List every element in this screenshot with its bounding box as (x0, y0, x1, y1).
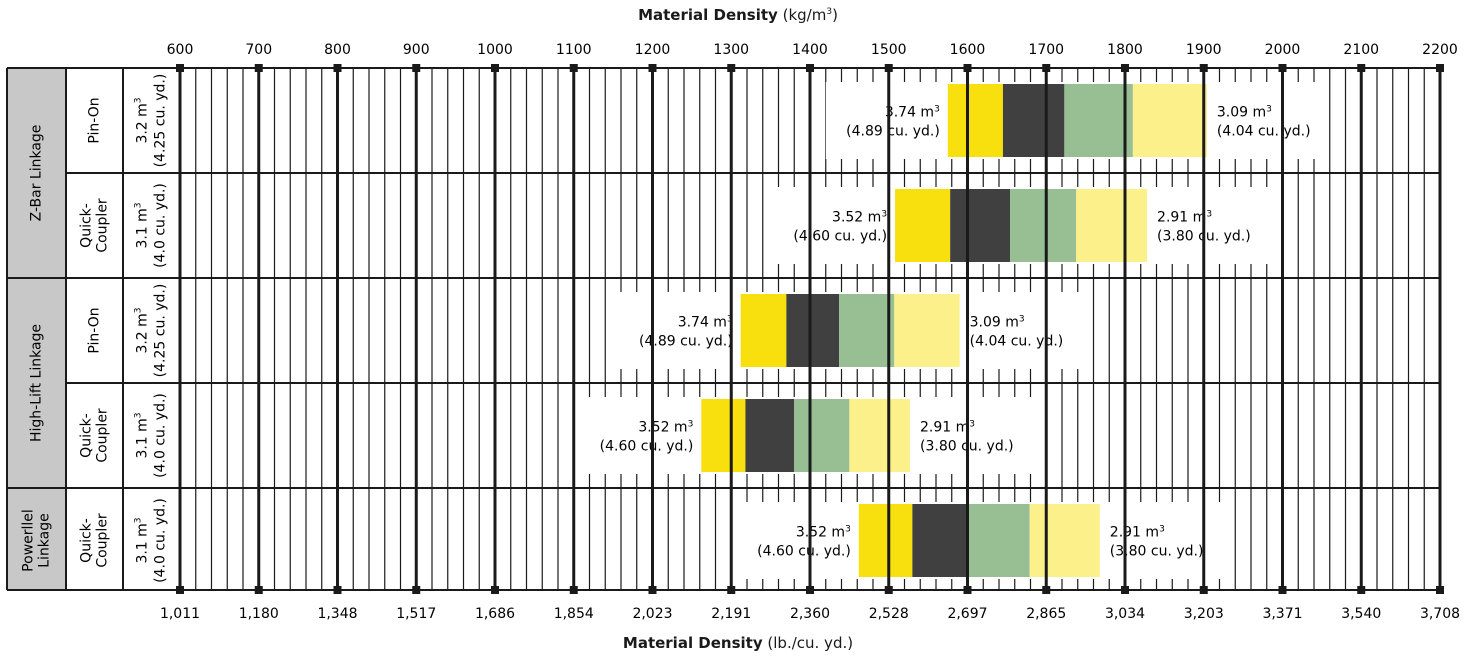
bottom-tick-label: 2,528 (869, 606, 909, 622)
bar-segment (1064, 84, 1133, 157)
bar-left-capacity: 3.74 m3 (678, 315, 733, 331)
bar-right-capacity: 2.91 m3 (920, 420, 975, 436)
rated-capacity-yd-label: (4.25 cu. yd.) (153, 284, 169, 378)
bottom-tick-label: 2,191 (711, 606, 751, 622)
bar-segment (740, 294, 787, 367)
top-tick-label: 1500 (871, 42, 907, 58)
bar-left-capacity: 3.52 m3 (832, 210, 887, 226)
group-label: Linkage (37, 513, 53, 568)
top-axis-title: Material Density (kg/m3) (638, 6, 838, 24)
top-tick-label: 700 (245, 42, 272, 58)
bar-right-capacity: 3.09 m3 (970, 315, 1025, 331)
bottom-tick-label: 1,686 (475, 606, 515, 622)
bottom-tick-label: 1,517 (396, 606, 436, 622)
top-tick-label: 1000 (477, 42, 513, 58)
coupling-label: Coupler (95, 513, 111, 568)
bar-segment (895, 189, 951, 262)
bar-segment (968, 504, 1030, 577)
bottom-axis-title: Material Density (lb./cu. yd.) (622, 634, 854, 652)
bar-left-capacity-yd: (4.89 cu. yd.) (639, 334, 733, 350)
group-label: Z-Bar Linkage (29, 125, 45, 222)
bar-left-capacity-yd: (4.60 cu. yd.) (757, 544, 851, 560)
rated-capacity-yd-label: (4.25 cu. yd.) (153, 74, 169, 168)
bar-segment (858, 504, 913, 577)
top-tick-label: 2100 (1343, 42, 1379, 58)
top-tick-label: 1700 (1028, 42, 1064, 58)
bar-segment (701, 399, 746, 472)
bar-segment (894, 294, 960, 367)
top-tick-label: 1100 (556, 42, 592, 58)
bottom-tick-label: 1,011 (160, 606, 200, 622)
coupling-label: Pin-On (87, 97, 103, 143)
rated-capacity-label: 3.1 m3 (133, 202, 151, 248)
rated-capacity-yd-label: (4.0 cu. yd.) (153, 183, 169, 268)
top-tick-label: 2000 (1265, 42, 1301, 58)
bar-left-capacity-yd: (4.89 cu. yd.) (846, 124, 940, 140)
rated-capacity-label: 3.2 m3 (133, 307, 151, 353)
bar-right-capacity: 3.09 m3 (1217, 105, 1272, 121)
bottom-tick-label: 3,203 (1184, 606, 1224, 622)
bar-segment (1002, 84, 1065, 157)
coupling-label: Quick- (79, 413, 95, 458)
bar-left-capacity-yd: (4.60 cu. yd.) (600, 439, 694, 455)
bottom-tick-label: 1,348 (317, 606, 357, 622)
group-column-background (7, 68, 66, 590)
bar-segment (1076, 189, 1148, 262)
coupling-label: Coupler (95, 198, 111, 253)
top-tick-label: 1200 (635, 42, 671, 58)
bottom-tick-label: 3,540 (1341, 606, 1381, 622)
bar-right-capacity-yd: (4.04 cu. yd.) (1217, 124, 1311, 140)
bar-segment (947, 84, 1003, 157)
top-tick-label: 800 (324, 42, 351, 58)
bottom-tick-label: 2,360 (790, 606, 830, 622)
bar-right-capacity-yd: (4.04 cu. yd.) (970, 334, 1064, 350)
bar-left-capacity: 3.52 m3 (796, 525, 851, 541)
rated-capacity-label: 3.2 m3 (133, 97, 151, 143)
bottom-tick-label: 3,708 (1420, 606, 1460, 622)
bottom-tick-label: 2,865 (1026, 606, 1066, 622)
top-tick-label: 1900 (1186, 42, 1222, 58)
bottom-tick-label: 2,023 (632, 606, 672, 622)
coupling-label: Quick- (79, 203, 95, 248)
bar-segment (1029, 504, 1100, 577)
bar-right-capacity: 2.91 m3 (1157, 210, 1212, 226)
top-tick-label: 1600 (950, 42, 986, 58)
bar-segment (912, 504, 969, 577)
bar-segment (745, 399, 795, 472)
bar-segment (794, 399, 850, 472)
bottom-tick-label: 1,854 (554, 606, 594, 622)
coupling-label: Pin-On (87, 307, 103, 353)
rated-capacity-label: 3.1 m3 (133, 412, 151, 458)
group-label: Powerllel (21, 509, 37, 572)
top-tick-label: 900 (403, 42, 430, 58)
bottom-tick-label: 2,697 (947, 606, 987, 622)
bar-segment (1132, 84, 1207, 157)
rated-capacity-label: 3.1 m3 (133, 517, 151, 563)
rated-capacity-yd-label: (4.0 cu. yd.) (153, 393, 169, 478)
bar-segment (839, 294, 895, 367)
top-tick-label: 600 (167, 42, 194, 58)
coupling-label: Quick- (79, 518, 95, 563)
bar-segment (849, 399, 911, 472)
bottom-tick-label: 1,180 (239, 606, 279, 622)
top-tick-label: 1400 (792, 42, 828, 58)
bar-segment (786, 294, 840, 367)
bar-left-capacity: 3.74 m3 (885, 105, 940, 121)
bottom-tick-label: 3,371 (1262, 606, 1302, 622)
top-tick-label: 2200 (1422, 42, 1458, 58)
rated-capacity-yd-label: (4.0 cu. yd.) (153, 498, 169, 583)
bottom-tick-label: 3,034 (1105, 606, 1145, 622)
group-label: High-Lift Linkage (29, 324, 45, 442)
bar-left-capacity: 3.52 m3 (638, 420, 693, 436)
bar-right-capacity: 2.91 m3 (1110, 525, 1165, 541)
coupling-label: Coupler (95, 408, 111, 463)
bar-segment (1010, 189, 1077, 262)
top-tick-label: 1800 (1107, 42, 1143, 58)
bar-left-capacity-yd: (4.60 cu. yd.) (793, 229, 887, 245)
top-tick-label: 1300 (713, 42, 749, 58)
bar-right-capacity-yd: (3.80 cu. yd.) (1110, 544, 1204, 560)
bar-segment (950, 189, 1011, 262)
